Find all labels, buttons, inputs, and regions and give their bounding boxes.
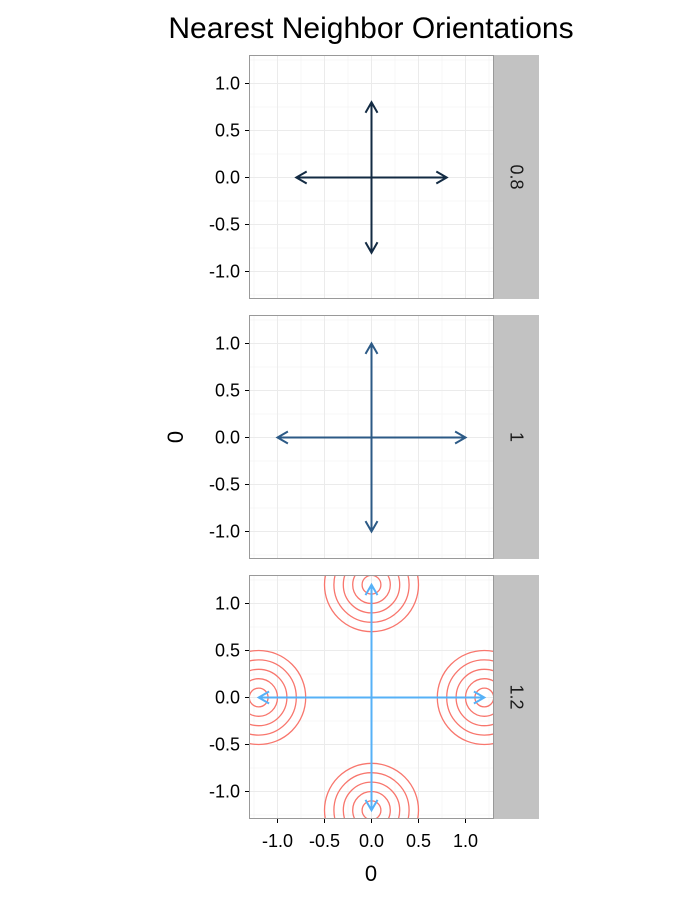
vector-arrow xyxy=(371,690,487,705)
y-tick-label: 1.0 xyxy=(215,594,240,614)
arrow-head xyxy=(435,170,449,185)
facet-panel: 0.8 1.0 0.5 0.0 -0.5 -1.0 xyxy=(209,55,539,299)
arrow-head xyxy=(275,430,289,445)
vector-arrow xyxy=(364,697,379,813)
arrow-head xyxy=(364,100,379,114)
facet-panel: 1 1.0 0.5 0.0 -0.5 -1.0 xyxy=(209,315,539,559)
x-axis-title: 0 xyxy=(365,861,377,886)
arrow-head xyxy=(473,690,487,705)
panel-border xyxy=(249,575,494,819)
y-tick-label: -1.0 xyxy=(209,522,240,542)
vector-arrow xyxy=(364,100,379,178)
y-tick-label: -0.5 xyxy=(209,735,240,755)
vector-arrow xyxy=(371,430,468,445)
vector-arrow xyxy=(364,582,379,698)
y-tick-label: 0.5 xyxy=(215,641,240,661)
facet-strip xyxy=(494,315,539,559)
y-tick-label: 1.0 xyxy=(215,334,240,354)
arrow-head xyxy=(364,799,379,813)
facet-strip-label: 1 xyxy=(507,432,527,442)
y-tick-label: -0.5 xyxy=(209,215,240,235)
arrow-head xyxy=(294,170,308,185)
y-tick-label: -1.0 xyxy=(209,262,240,282)
vector-arrow xyxy=(364,341,379,438)
y-tick-label: 0.0 xyxy=(215,168,240,188)
y-tick-label: -0.5 xyxy=(209,475,240,495)
chart-title: Nearest Neighbor Orientations xyxy=(168,12,573,45)
y-tick-label: 0.5 xyxy=(215,121,240,141)
arrow-head xyxy=(364,341,379,355)
facet-strip xyxy=(494,575,539,819)
vector-arrow xyxy=(275,430,372,445)
vector-arrow xyxy=(364,437,379,534)
arrow-head xyxy=(364,241,379,255)
panel-border xyxy=(249,55,494,299)
vector-arrow xyxy=(364,177,379,255)
x-tick-label: 0.5 xyxy=(406,831,431,851)
x-tick-label: 1.0 xyxy=(453,831,478,851)
x-tick-label: -1.0 xyxy=(262,831,293,851)
arrow-head xyxy=(364,520,379,534)
vector-arrow xyxy=(371,170,449,185)
x-tick-label: 0.0 xyxy=(359,831,384,851)
facet-strip-label: 1.2 xyxy=(507,684,527,709)
vector-arrow xyxy=(256,690,372,705)
y-axis-title: 0 xyxy=(163,431,188,443)
facets-layer: 0.81.00.50.0-0.5-1.011.00.50.0-0.5-1.01.… xyxy=(209,55,539,851)
arrow-head xyxy=(364,582,379,596)
arrow-head xyxy=(256,690,270,705)
arrow-head xyxy=(454,430,468,445)
facet-panel: 1.2 1.0 0.5 0.0 -0.5 -1.0 xyxy=(209,575,539,819)
panel-border xyxy=(249,315,494,559)
y-tick-label: 0.5 xyxy=(215,381,240,401)
y-tick-label: 1.0 xyxy=(215,74,240,94)
facet-strip xyxy=(494,55,539,299)
vector-arrow xyxy=(294,170,372,185)
facet-strip-label: 0.8 xyxy=(507,164,527,189)
y-tick-label: 0.0 xyxy=(215,428,240,448)
x-tick-label: -0.5 xyxy=(309,831,340,851)
y-tick-label: -1.0 xyxy=(209,782,240,802)
y-tick-label: 0.0 xyxy=(215,688,240,708)
